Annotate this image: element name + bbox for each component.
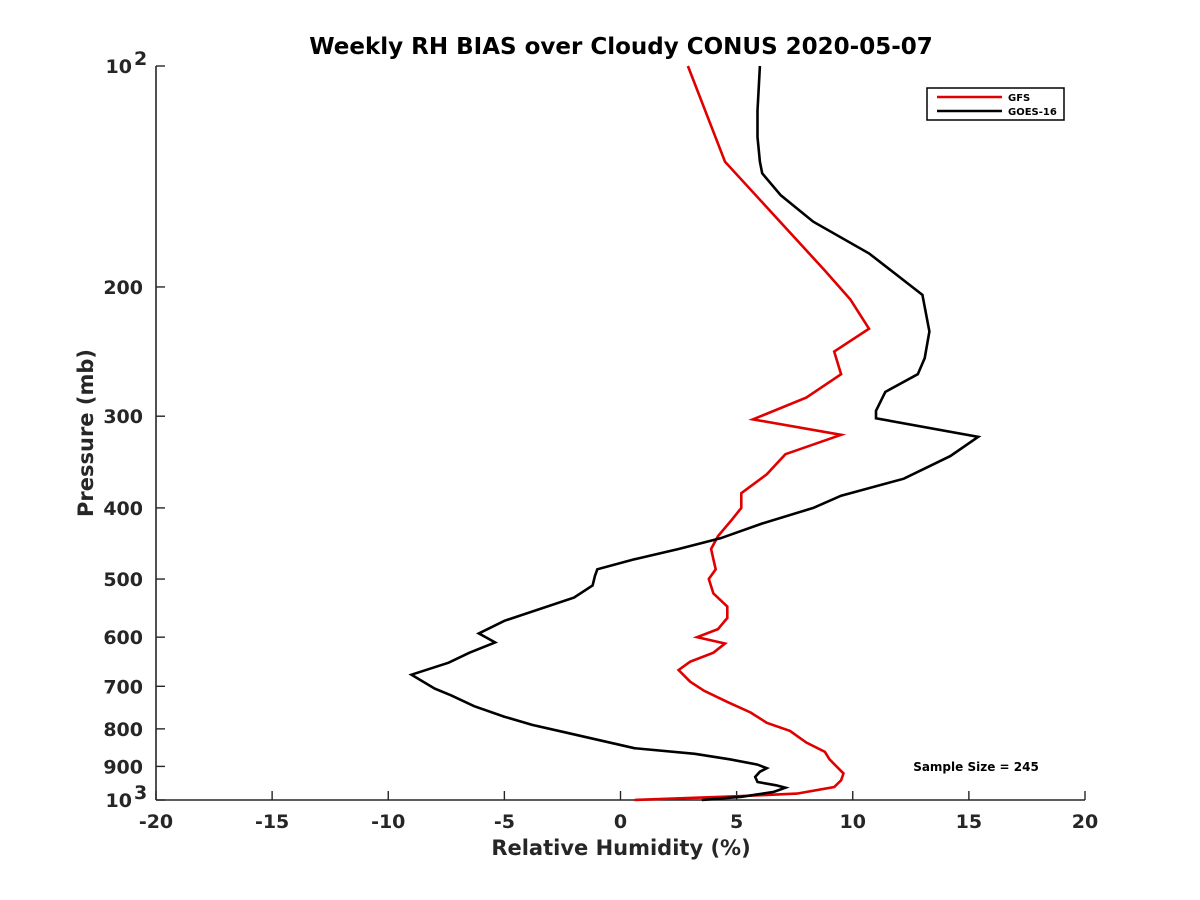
legend-box <box>926 87 1065 121</box>
y-tick-label-power: 10 3 <box>106 782 148 812</box>
x-tick-label: -5 <box>494 811 515 833</box>
y-tick-label: 600 <box>103 627 143 649</box>
y-tick-label: 900 <box>103 756 143 778</box>
y-tick-label-base: 10 <box>106 790 132 812</box>
sample-size-annotation: Sample Size = 245 <box>913 760 1039 774</box>
x-axis-title: Relative Humidity (%) <box>491 836 750 860</box>
chart-title: Weekly RH BIAS over Cloudy CONUS 2020-05… <box>309 34 933 60</box>
x-tick-label: -20 <box>139 811 173 833</box>
y-tick-label-base: 10 <box>106 56 132 78</box>
x-tick-label: 10 <box>840 811 866 833</box>
x-tick-label: -10 <box>371 811 405 833</box>
x-tick-label: 20 <box>1072 811 1098 833</box>
series-line-gfs <box>634 65 871 802</box>
y-tick-label: 500 <box>103 569 143 591</box>
y-tick-label: 300 <box>103 406 143 428</box>
y-tick-label-exponent: 3 <box>134 782 147 804</box>
y-tick-label: 200 <box>103 277 143 299</box>
x-tick-label: 0 <box>614 811 627 833</box>
legend-label-gfs: GFS <box>1008 93 1030 104</box>
legend-label-goes-16: GOES-16 <box>1008 107 1057 118</box>
y-axis-title: Pressure (mb) <box>74 349 98 517</box>
y-tick-label-power: 10 2 <box>106 48 148 78</box>
x-tick-label: -15 <box>255 811 289 833</box>
x-tick-label: 15 <box>956 811 982 833</box>
y-tick-label: 700 <box>103 676 143 698</box>
y-tick-label: 800 <box>103 719 143 741</box>
x-tick-label: 5 <box>730 811 743 833</box>
legend: GFS GOES-16 <box>926 87 1065 121</box>
y-tick-label: 400 <box>103 498 143 520</box>
series-line-goes-16 <box>408 65 982 802</box>
series-layer <box>408 65 982 802</box>
y-tick-label-exponent: 2 <box>134 48 147 70</box>
